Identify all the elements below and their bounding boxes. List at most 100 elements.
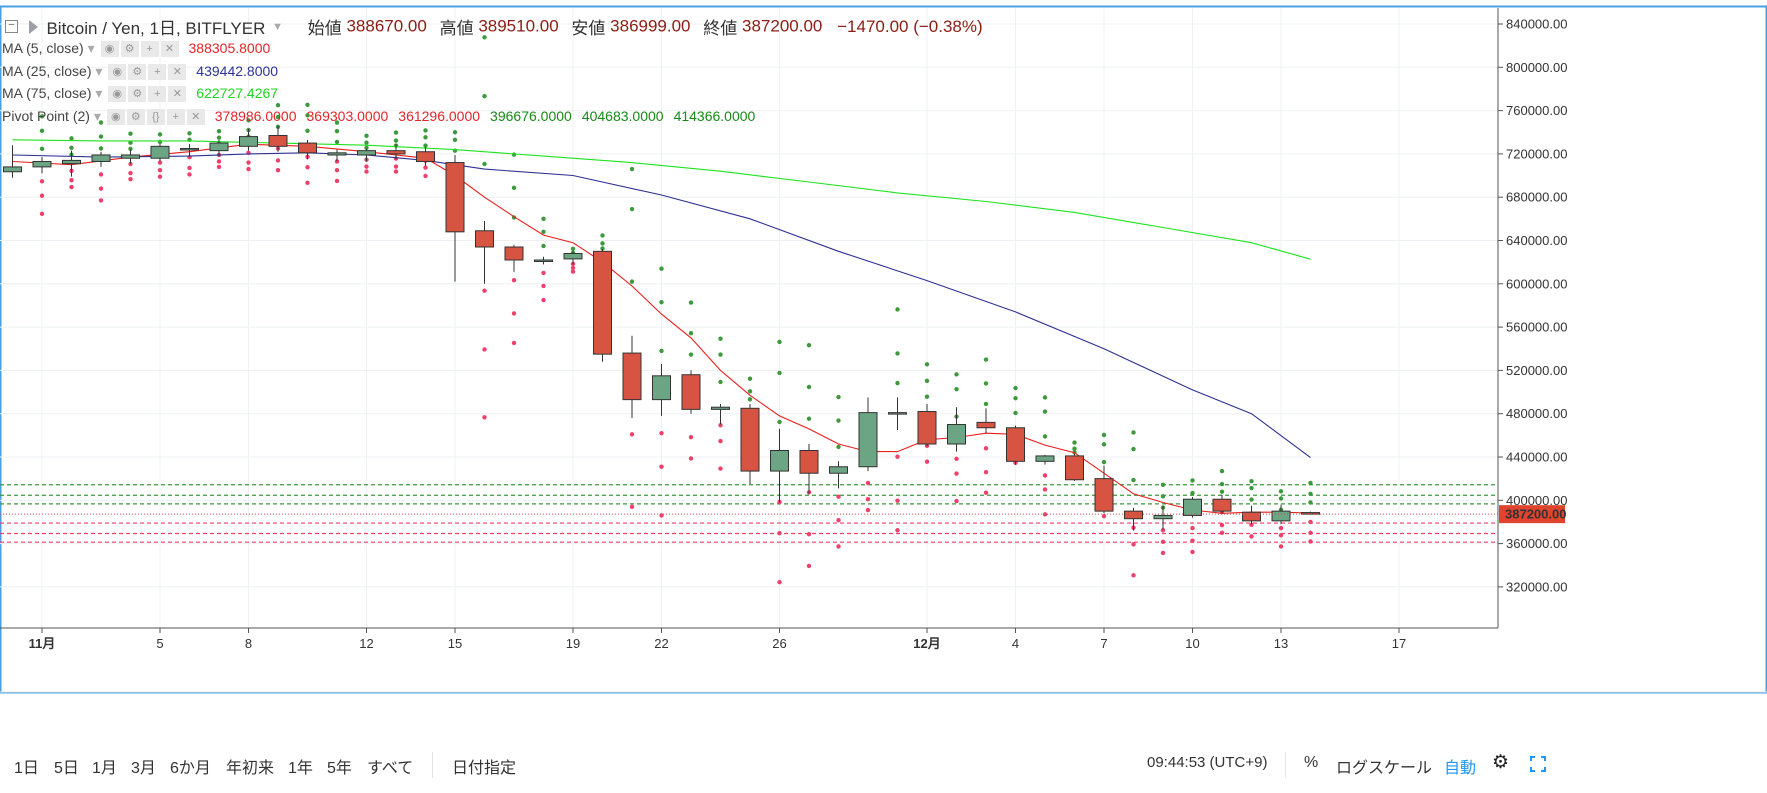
- candle-body[interactable]: [180, 147, 199, 151]
- date-tick-label: 4: [1012, 636, 1019, 651]
- close-icon[interactable]: ✕: [160, 41, 179, 58]
- eye-icon[interactable]: ◉: [100, 41, 119, 58]
- candle-body[interactable]: [534, 259, 553, 262]
- range-button[interactable]: 3月: [131, 760, 156, 777]
- candle-body[interactable]: [209, 142, 229, 152]
- high-label: 高値: [439, 19, 474, 38]
- candle-body[interactable]: [1301, 512, 1320, 515]
- candle-body[interactable]: [327, 152, 347, 156]
- close-icon[interactable]: ✕: [168, 86, 187, 103]
- plus-icon[interactable]: +: [140, 41, 159, 58]
- candle-body[interactable]: [32, 160, 52, 168]
- candle-body[interactable]: [504, 246, 524, 261]
- candle-body[interactable]: [681, 374, 701, 410]
- pivot-resistance-dot: [1072, 446, 1077, 451]
- gear-icon[interactable]: ⚙: [128, 63, 147, 80]
- gear-icon[interactable]: ⚙: [1492, 752, 1510, 773]
- eye-icon[interactable]: ◉: [108, 86, 127, 103]
- candle-body[interactable]: [268, 134, 288, 147]
- candle-body[interactable]: [563, 252, 583, 260]
- log-scale-toggle[interactable]: ログスケール: [1336, 760, 1433, 777]
- indicator-name[interactable]: MA (5, close): [2, 40, 84, 56]
- candle-body[interactable]: [416, 151, 435, 162]
- plus-icon[interactable]: +: [148, 63, 167, 80]
- candle-body[interactable]: [652, 375, 671, 401]
- pivot-support-dot: [128, 170, 133, 176]
- candle-body[interactable]: [917, 411, 937, 445]
- candle-body[interactable]: [445, 162, 465, 233]
- candle-body[interactable]: [829, 466, 848, 474]
- range-button[interactable]: 年初来: [226, 760, 275, 777]
- close-icon[interactable]: ✕: [168, 63, 187, 80]
- range-button[interactable]: 1日: [14, 760, 39, 777]
- pivot-resistance-dot: [1249, 497, 1254, 502]
- candle-body[interactable]: [298, 142, 317, 154]
- candle-body[interactable]: [1006, 427, 1025, 462]
- fullscreen-icon[interactable]: [1530, 756, 1546, 772]
- dropdown-caret-icon[interactable]: ▼: [272, 20, 283, 33]
- range-button[interactable]: 6か月: [170, 760, 211, 777]
- candle-body[interactable]: [593, 250, 612, 355]
- candle-body[interactable]: [239, 136, 258, 147]
- candle-body[interactable]: [121, 154, 140, 159]
- date-goto-button[interactable]: 日付指定: [452, 760, 517, 777]
- candle-body[interactable]: [62, 159, 81, 165]
- candle-body[interactable]: [1124, 510, 1143, 520]
- candle-body[interactable]: [1094, 478, 1114, 512]
- collapse-icon[interactable]: −: [5, 20, 18, 33]
- candle-body[interactable]: [1153, 514, 1173, 520]
- range-button[interactable]: 5日: [54, 760, 79, 777]
- candle-body[interactable]: [711, 406, 730, 410]
- candle-body[interactable]: [1065, 455, 1084, 481]
- candle-body[interactable]: [888, 412, 907, 415]
- indicator-row[interactable]: Pivot Point (2) ▾ ◉ ⚙{} + ✕ 378986.0000 36930…: [2, 108, 755, 130]
- candle-body[interactable]: [1035, 455, 1055, 462]
- candle-body[interactable]: [799, 450, 819, 474]
- pivot-support-dot: [1308, 519, 1313, 525]
- auto-scale-toggle[interactable]: 自動: [1444, 760, 1477, 777]
- indicator-name[interactable]: MA (25, close): [2, 62, 92, 79]
- candle-body[interactable]: [770, 450, 789, 472]
- candle-body[interactable]: [1212, 498, 1232, 512]
- candle-body[interactable]: [357, 150, 376, 156]
- indicator-name[interactable]: Pivot Point (2): [2, 107, 90, 124]
- indicator-caret-icon[interactable]: ▾: [83, 40, 99, 56]
- range-button[interactable]: すべて: [367, 760, 414, 777]
- candle-body[interactable]: [947, 424, 966, 445]
- gear-icon[interactable]: ⚙: [120, 41, 139, 58]
- candle-body[interactable]: [1183, 498, 1202, 516]
- candle-body[interactable]: [858, 412, 878, 468]
- indicator-row[interactable]: MA (5, close) ▾ ◉ ⚙ + ✕ 388305.8000: [2, 40, 270, 62]
- eye-icon[interactable]: ◉: [106, 108, 125, 125]
- candle-body[interactable]: [91, 154, 111, 162]
- candle-body[interactable]: [386, 150, 406, 155]
- indicator-caret-icon[interactable]: ▾: [89, 107, 105, 124]
- range-button[interactable]: 5年: [327, 760, 352, 777]
- symbol-title[interactable]: Bitcoin / Yen, 1日, BITFLYER: [46, 19, 266, 38]
- plus-icon[interactable]: +: [148, 86, 167, 103]
- candle-body[interactable]: [622, 352, 642, 401]
- candle-body[interactable]: [1271, 510, 1291, 522]
- candle-body[interactable]: [740, 407, 760, 472]
- range-button[interactable]: 1年: [288, 760, 313, 777]
- indicator-caret-icon[interactable]: ▾: [91, 62, 107, 79]
- gear-icon[interactable]: ⚙: [128, 86, 147, 103]
- indicator-value: 369303.0000: [306, 107, 389, 124]
- brackets-icon[interactable]: {}: [146, 108, 165, 125]
- range-button[interactable]: 1月: [92, 760, 117, 777]
- candle-body[interactable]: [1242, 511, 1261, 522]
- indicator-row[interactable]: MA (25, close) ▾ ◉ ⚙ + ✕ 439442.8000: [2, 63, 278, 85]
- indicator-caret-icon[interactable]: ▾: [91, 85, 107, 101]
- eye-icon[interactable]: ◉: [108, 63, 127, 80]
- close-icon[interactable]: ✕: [186, 108, 205, 125]
- indicator-name[interactable]: MA (75, close): [2, 85, 92, 101]
- candle-body[interactable]: [475, 230, 494, 248]
- plus-icon[interactable]: +: [166, 108, 185, 125]
- gear-icon[interactable]: ⚙: [126, 108, 145, 125]
- candle-body[interactable]: [3, 166, 22, 173]
- percent-toggle[interactable]: %: [1304, 754, 1319, 771]
- candle-body[interactable]: [150, 145, 170, 159]
- indicator-row[interactable]: MA (75, close) ▾ ◉ ⚙ + ✕ 622727.4267: [2, 85, 278, 107]
- candle-body[interactable]: [976, 421, 996, 429]
